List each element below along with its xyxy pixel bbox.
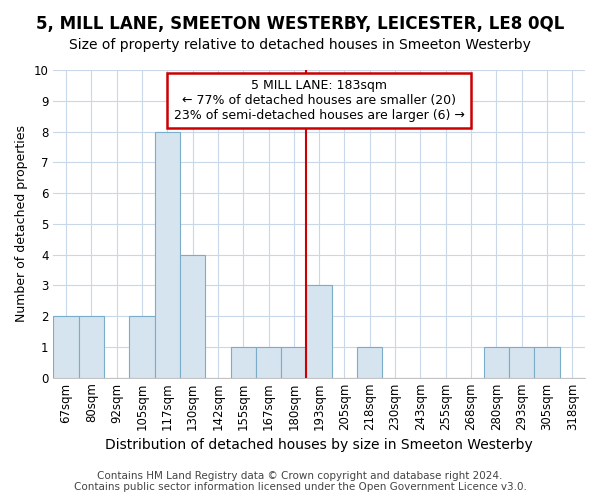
Text: 5 MILL LANE: 183sqm
← 77% of detached houses are smaller (20)
23% of semi-detach: 5 MILL LANE: 183sqm ← 77% of detached ho…	[174, 79, 464, 122]
Bar	[535, 347, 560, 378]
X-axis label: Distribution of detached houses by size in Smeeton Westerby: Distribution of detached houses by size …	[105, 438, 533, 452]
Bar	[155, 132, 180, 378]
Bar	[180, 254, 205, 378]
Bar	[230, 347, 256, 378]
Bar	[484, 347, 509, 378]
Bar	[509, 347, 535, 378]
Bar	[256, 347, 281, 378]
Bar	[53, 316, 79, 378]
Text: Contains HM Land Registry data © Crown copyright and database right 2024.
Contai: Contains HM Land Registry data © Crown c…	[74, 471, 526, 492]
Text: 5, MILL LANE, SMEETON WESTERBY, LEICESTER, LE8 0QL: 5, MILL LANE, SMEETON WESTERBY, LEICESTE…	[36, 15, 564, 33]
Bar	[79, 316, 104, 378]
Bar	[281, 347, 307, 378]
Bar	[129, 316, 155, 378]
Text: Size of property relative to detached houses in Smeeton Westerby: Size of property relative to detached ho…	[69, 38, 531, 52]
Bar	[357, 347, 382, 378]
Bar	[307, 286, 332, 378]
Y-axis label: Number of detached properties: Number of detached properties	[15, 126, 28, 322]
